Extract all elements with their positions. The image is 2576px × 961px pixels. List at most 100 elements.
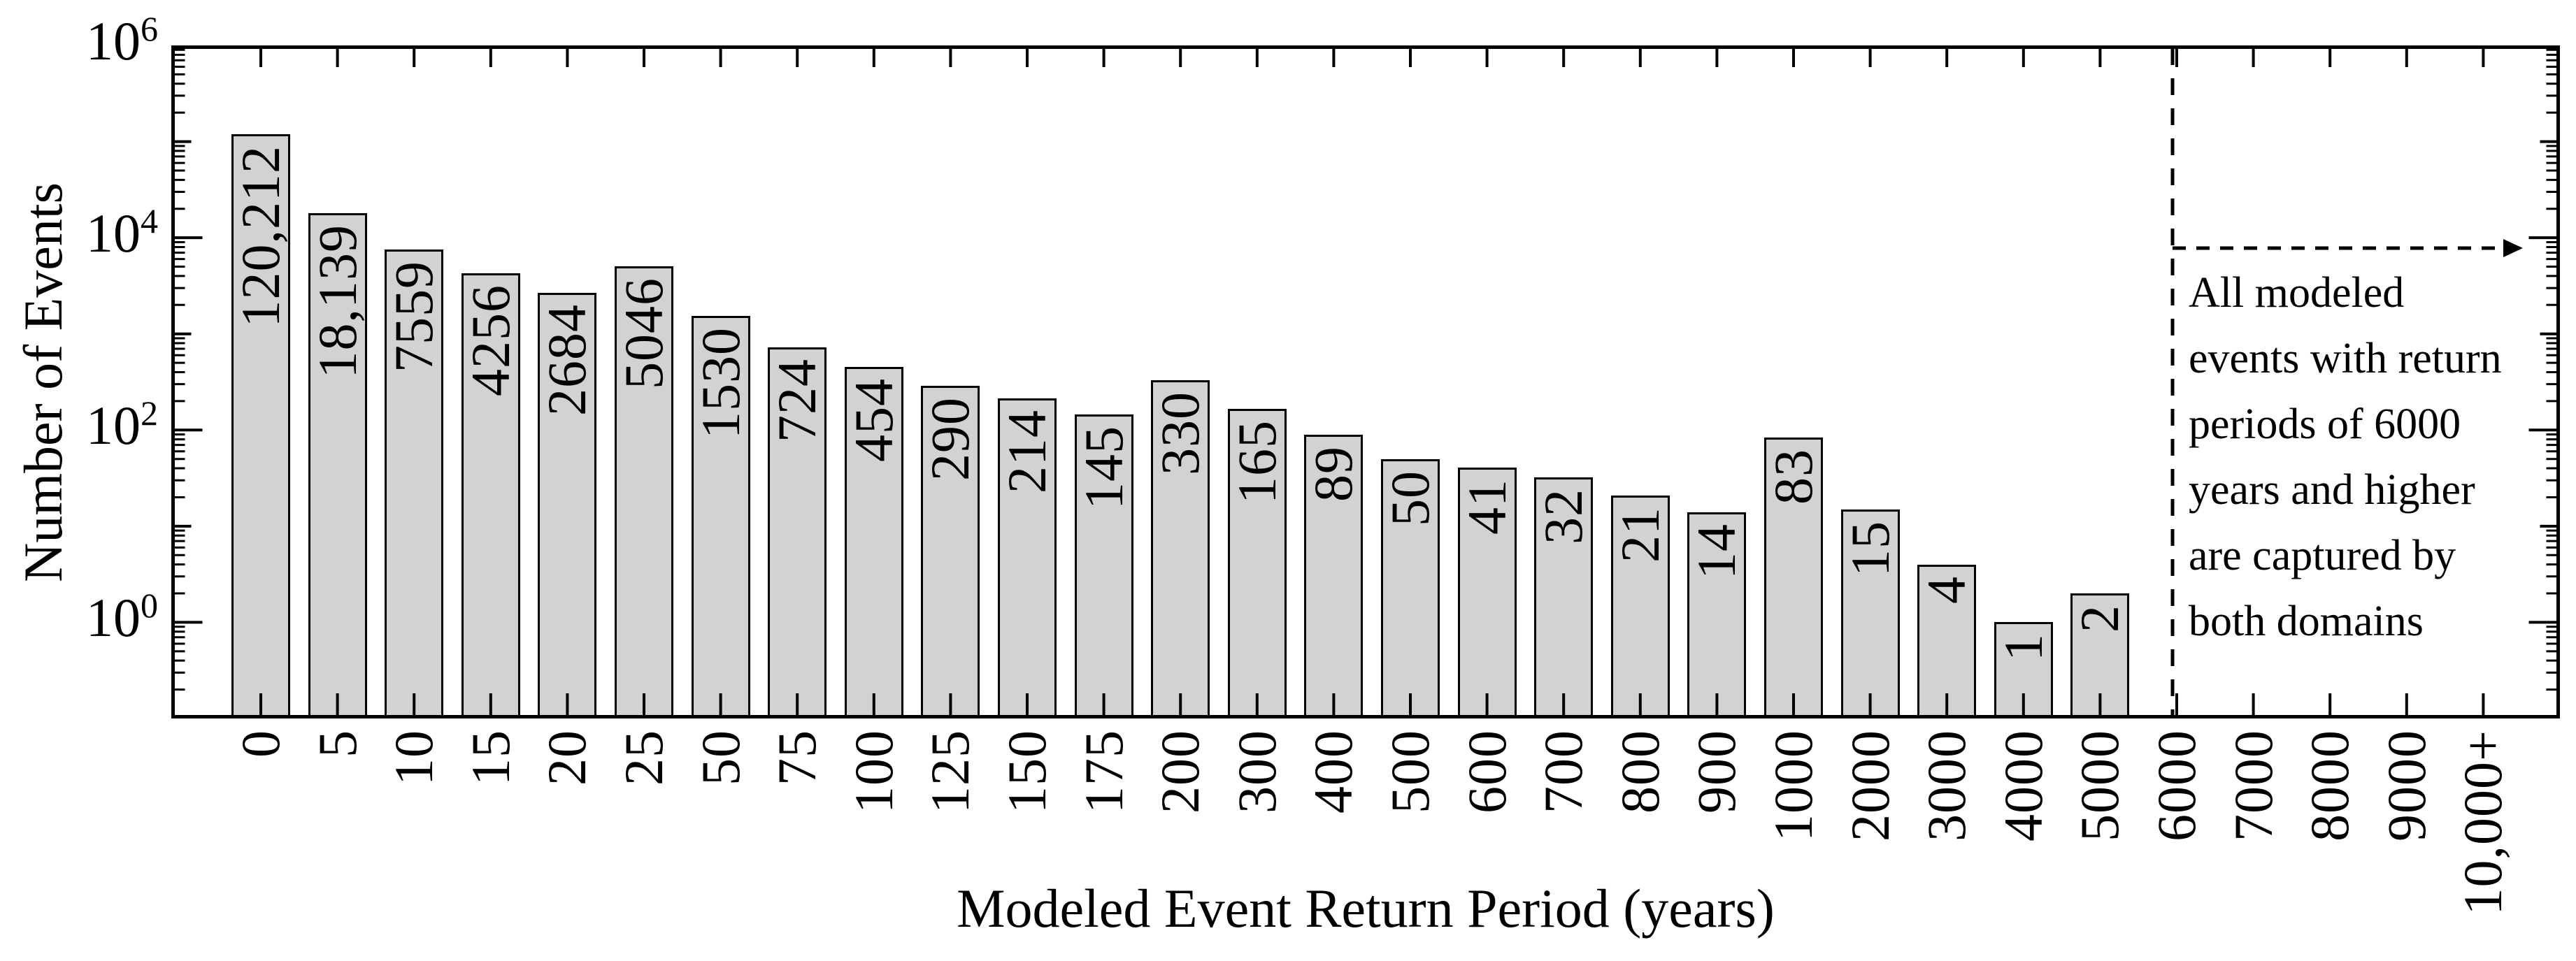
annotation-line: are captured by (2189, 532, 2456, 579)
y-tick-base: 10 (86, 203, 141, 264)
bar-value-label: 165 (1226, 420, 1287, 505)
bar-value-label: 7559 (383, 260, 445, 373)
x-tick-label-4000: 4000 (1992, 730, 2054, 841)
bar-600 (1457, 467, 1517, 718)
y-tick-label-1e6: 106 (0, 9, 158, 73)
x-tick-label-700: 700 (1533, 730, 1594, 814)
bar-value-label: 5046 (613, 277, 674, 389)
y-tick-base: 10 (86, 10, 141, 71)
bar-0 (231, 133, 290, 718)
x-tick-label-50: 50 (689, 730, 751, 786)
x-tick-label-100: 100 (843, 730, 904, 814)
x-tick-label-125: 125 (920, 730, 981, 814)
bar-3000 (1917, 564, 1977, 718)
annotation-line: years and higher (2189, 466, 2475, 514)
x-tick-label-75: 75 (766, 730, 828, 786)
y-tick-exponent: 4 (141, 201, 158, 241)
x-tick-label-15: 15 (459, 730, 521, 786)
x-tick-label-300: 300 (1226, 730, 1287, 814)
x-tick-label-25: 25 (613, 730, 674, 786)
bar-400 (1304, 435, 1364, 718)
x-tick-label-800: 800 (1609, 730, 1670, 814)
bar-15 (461, 273, 520, 718)
bar-1000 (1764, 438, 1823, 718)
bar-100 (844, 366, 903, 718)
bar-value-label: 89 (1303, 446, 1364, 503)
bar-20 (538, 292, 597, 718)
bar-value-label: 50 (1380, 470, 1440, 526)
x-tick-label-20: 20 (536, 730, 598, 786)
annotation-line: both domains (2189, 598, 2424, 645)
bar-value-label: 4256 (459, 284, 521, 397)
bar-900 (1687, 512, 1747, 718)
bar-value-label: 454 (843, 377, 904, 462)
y-tick-base: 10 (86, 587, 141, 649)
bar-50 (691, 316, 750, 718)
bar-value-label: 41 (1456, 478, 1517, 535)
bar-75 (768, 347, 827, 718)
y-tick-exponent: 2 (141, 393, 158, 433)
bar-value-label: 724 (766, 359, 828, 442)
y-tick-label-1e0: 100 (0, 586, 158, 650)
x-tick-label-900: 900 (1686, 730, 1747, 814)
arrowhead-icon (2503, 239, 2523, 257)
y-tick-label-1e4: 104 (0, 201, 158, 266)
axes-border (171, 45, 2560, 718)
x-tick-label-9000: 9000 (2375, 730, 2437, 841)
bar-value-label: 15 (1839, 520, 1901, 577)
bar-5 (308, 212, 367, 718)
bar-200 (1151, 380, 1210, 718)
axes-frame (171, 45, 2560, 718)
bar-value-label: 83 (1763, 449, 1824, 505)
bar-125 (921, 385, 980, 718)
bar-value-label: 4 (1916, 575, 1977, 604)
x-tick-label-5000: 5000 (2069, 730, 2131, 841)
bar-value-label: 1 (1992, 633, 2054, 662)
bar-value-label: 330 (1150, 391, 1211, 475)
bar-value-label: 21 (1609, 506, 1670, 563)
bar-150 (998, 398, 1057, 718)
bar-value-label: 214 (996, 409, 1057, 493)
bar-value-label: 120,212 (230, 145, 291, 328)
y-tick-exponent: 6 (141, 9, 158, 48)
annotation-line: events with return (2189, 335, 2502, 382)
x-tick-label-600: 600 (1456, 730, 1517, 814)
bar-value-label: 2 (2069, 605, 2131, 633)
y-tick-base: 10 (86, 395, 141, 456)
x-tick-label-0: 0 (230, 730, 291, 758)
x-tick-label-8000: 8000 (2299, 730, 2361, 841)
x-tick-label-500: 500 (1380, 730, 1440, 814)
x-tick-label-7000: 7000 (2222, 730, 2284, 841)
x-tick-label-10,000+: 10,000+ (2452, 730, 2514, 916)
annotation-text: All modeled events with return periods of … (2189, 260, 2502, 654)
bar-value-label: 2684 (536, 303, 598, 416)
bar-value-label: 14 (1686, 523, 1747, 579)
bar-value-label: 32 (1533, 489, 1594, 545)
x-tick-label-150: 150 (996, 730, 1057, 814)
x-tick-label-1000: 1000 (1763, 730, 1824, 841)
bar-value-label: 145 (1073, 426, 1134, 510)
x-tick-label-400: 400 (1303, 730, 1364, 814)
x-axis-label: Modeled Event Return Period (years) (957, 878, 1775, 939)
x-tick-label-2000: 2000 (1839, 730, 1901, 841)
x-tick-label-175: 175 (1073, 730, 1134, 814)
annotation-line: periods of 6000 (2189, 400, 2461, 448)
bar-value-label: 18,139 (306, 224, 368, 379)
x-tick-label-5: 5 (306, 730, 368, 758)
bar-value-label: 1530 (689, 327, 751, 440)
bar-500 (1381, 458, 1440, 718)
plot-area (171, 45, 2560, 718)
y-tick-exponent: 0 (141, 586, 158, 626)
bar-25 (615, 266, 673, 718)
annotation-line: All modeled (2189, 269, 2405, 317)
x-tick-label-6000: 6000 (2146, 730, 2207, 841)
bar-800 (1610, 495, 1670, 718)
x-tick-label-200: 200 (1150, 730, 1211, 814)
bar-175 (1074, 414, 1133, 718)
bar-value-label: 290 (920, 396, 981, 481)
x-tick-label-3000: 3000 (1916, 730, 1977, 841)
y-tick-label-1e2: 102 (0, 393, 158, 458)
bar-700 (1534, 477, 1594, 718)
x-tick-label-10: 10 (383, 730, 445, 786)
